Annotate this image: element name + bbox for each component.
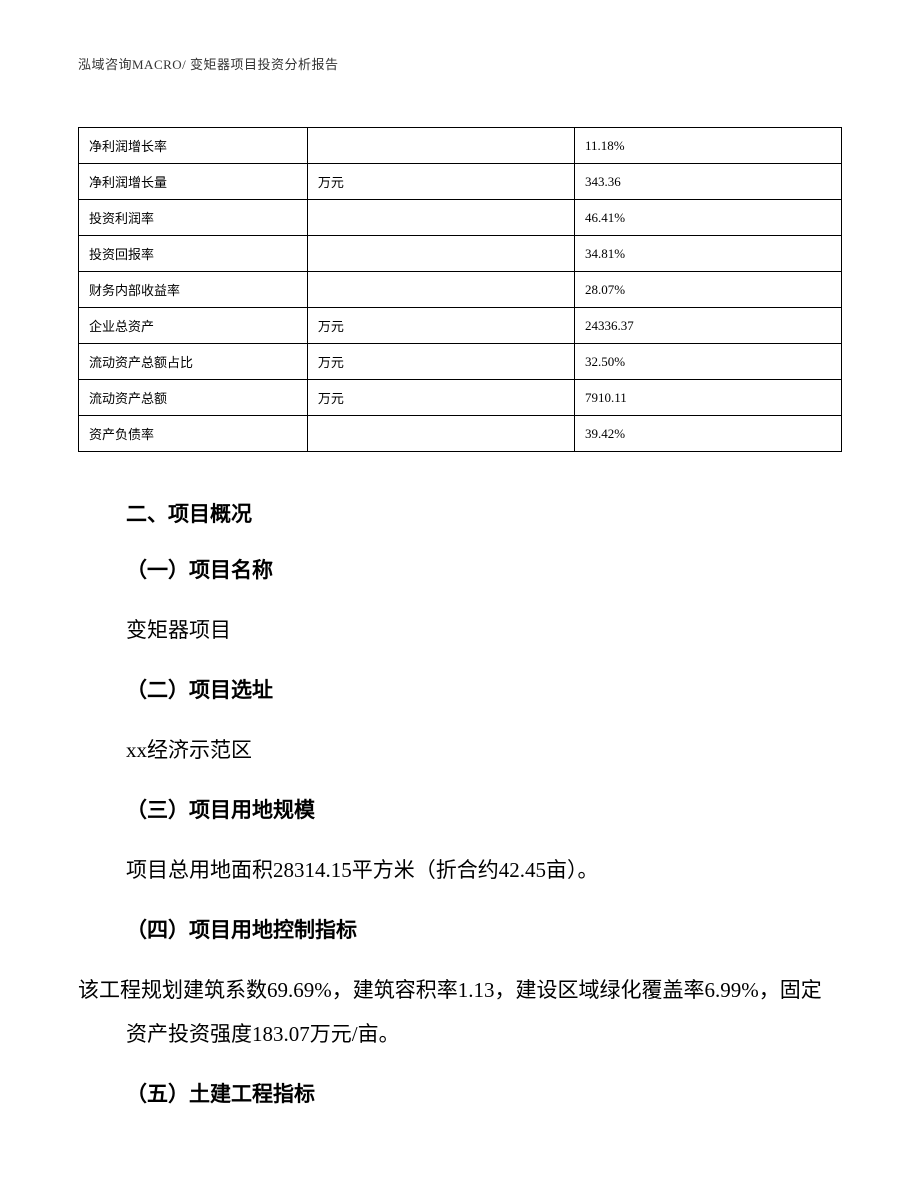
body-text-1: 变矩器项目	[126, 608, 842, 652]
body-text-2: xx经济示范区	[126, 728, 842, 772]
table-row: 企业总资产 万元 24336.37	[79, 308, 842, 344]
table-body: 净利润增长率 11.18% 净利润增长量 万元 343.36 投资利润率 46.…	[79, 128, 842, 452]
cell-label: 投资回报率	[79, 236, 308, 272]
body-text-4: 该工程规划建筑系数69.69%，建筑容积率1.13，建设区域绿化覆盖率6.99%…	[126, 968, 842, 1056]
cell-value: 24336.37	[574, 308, 841, 344]
cell-label: 财务内部收益率	[79, 272, 308, 308]
cell-label: 资产负债率	[79, 416, 308, 452]
content-section: 二、项目概况 （一）项目名称 变矩器项目 （二）项目选址 xx经济示范区 （三）…	[78, 498, 842, 1108]
cell-unit	[307, 128, 574, 164]
cell-label: 净利润增长率	[79, 128, 308, 164]
cell-value: 32.50%	[574, 344, 841, 380]
financial-table: 净利润增长率 11.18% 净利润增长量 万元 343.36 投资利润率 46.…	[78, 127, 842, 452]
cell-unit	[307, 200, 574, 236]
subsection-title-4: （四）项目用地控制指标	[126, 914, 842, 944]
section-main-title: 二、项目概况	[126, 498, 842, 528]
table-row: 投资利润率 46.41%	[79, 200, 842, 236]
cell-unit: 万元	[307, 344, 574, 380]
table-row: 流动资产总额 万元 7910.11	[79, 380, 842, 416]
subsection-title-3: （三）项目用地规模	[126, 794, 842, 824]
cell-value: 11.18%	[574, 128, 841, 164]
table-row: 净利润增长率 11.18%	[79, 128, 842, 164]
cell-label: 流动资产总额占比	[79, 344, 308, 380]
subsection-title-2: （二）项目选址	[126, 674, 842, 704]
table-row: 投资回报率 34.81%	[79, 236, 842, 272]
subsection-title-5: （五）土建工程指标	[126, 1078, 842, 1108]
cell-label: 投资利润率	[79, 200, 308, 236]
cell-unit	[307, 236, 574, 272]
cell-value: 7910.11	[574, 380, 841, 416]
cell-label: 企业总资产	[79, 308, 308, 344]
cell-value: 343.36	[574, 164, 841, 200]
table-row: 财务内部收益率 28.07%	[79, 272, 842, 308]
page-header: 泓域咨询MACRO/ 变矩器项目投资分析报告	[78, 54, 842, 73]
table-row: 资产负债率 39.42%	[79, 416, 842, 452]
table-row: 流动资产总额占比 万元 32.50%	[79, 344, 842, 380]
cell-label: 净利润增长量	[79, 164, 308, 200]
cell-unit: 万元	[307, 164, 574, 200]
cell-value: 39.42%	[574, 416, 841, 452]
table-row: 净利润增长量 万元 343.36	[79, 164, 842, 200]
cell-value: 46.41%	[574, 200, 841, 236]
cell-unit: 万元	[307, 380, 574, 416]
body-text-3: 项目总用地面积28314.15平方米（折合约42.45亩）。	[126, 848, 842, 892]
subsection-title-1: （一）项目名称	[126, 554, 842, 584]
cell-unit	[307, 416, 574, 452]
cell-unit	[307, 272, 574, 308]
cell-value: 34.81%	[574, 236, 841, 272]
cell-label: 流动资产总额	[79, 380, 308, 416]
cell-value: 28.07%	[574, 272, 841, 308]
cell-unit: 万元	[307, 308, 574, 344]
